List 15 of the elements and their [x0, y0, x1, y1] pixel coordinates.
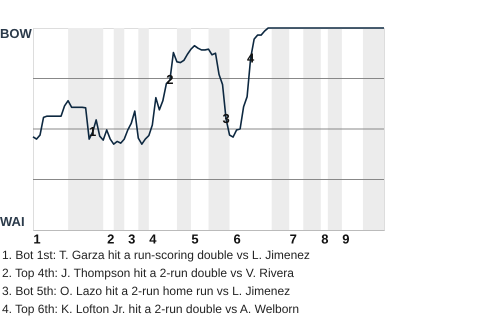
- text: 1. Bot 1st: T. Garza hit a run-scoring double vs L. Jimenez: [2, 248, 310, 262]
- text: WAI: [0, 214, 25, 229]
- x-tick-label: 3: [128, 232, 136, 246]
- text: 3. Bot 5th: O. Lazo hit a 2-run home run vs L. Jimenez: [2, 284, 290, 298]
- x-tick-label: 5: [191, 232, 199, 246]
- text: 4. Top 6th: K. Lofton Jr. hit a 2-run double vs A. Welborn: [2, 302, 300, 316]
- x-tick-label: 9: [342, 232, 350, 246]
- text: BOW: [0, 26, 32, 41]
- text: 2. Top 4th: J. Thompson hit a 2-run double vs V. Rivera: [2, 266, 294, 280]
- x-tick-label: 7: [290, 232, 297, 246]
- x-tick-label: 6: [233, 232, 241, 246]
- x-tick-label: 4: [149, 232, 158, 246]
- x-tick-label: 8: [321, 232, 328, 246]
- x-tick-label: 2: [107, 232, 114, 246]
- x-tick-label: 1: [33, 232, 41, 246]
